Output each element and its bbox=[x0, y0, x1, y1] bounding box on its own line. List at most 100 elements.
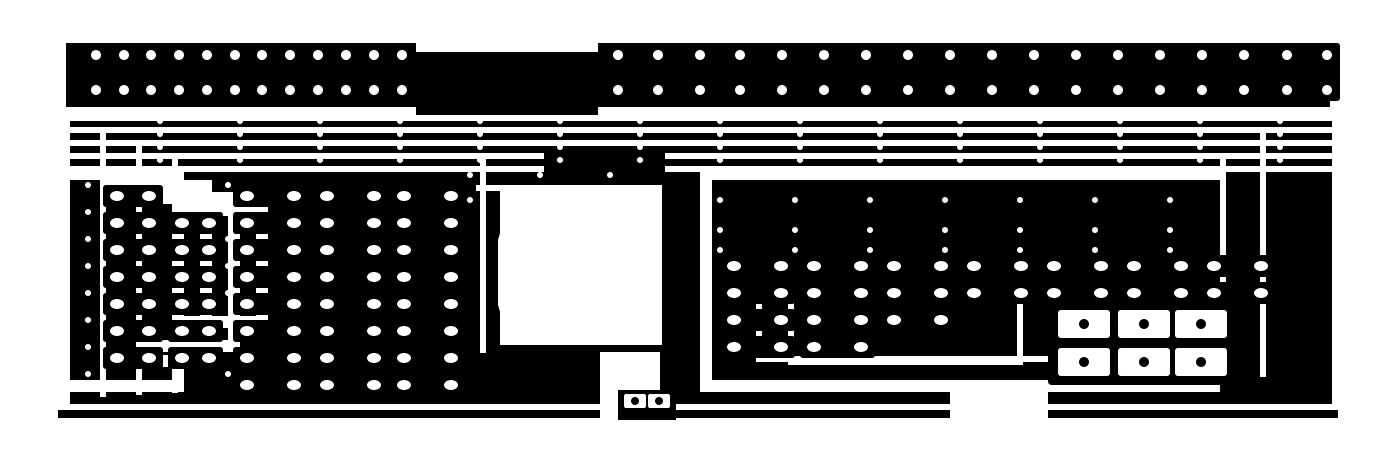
Circle shape bbox=[819, 85, 828, 95]
FancyBboxPatch shape bbox=[103, 212, 162, 234]
Ellipse shape bbox=[175, 245, 189, 255]
Ellipse shape bbox=[367, 380, 381, 390]
Ellipse shape bbox=[288, 326, 301, 336]
Ellipse shape bbox=[398, 299, 411, 309]
Circle shape bbox=[1071, 50, 1082, 60]
Circle shape bbox=[226, 344, 231, 350]
Bar bbox=[58, 35, 416, 43]
Circle shape bbox=[632, 397, 638, 405]
Circle shape bbox=[557, 144, 563, 150]
Circle shape bbox=[637, 144, 643, 150]
Circle shape bbox=[157, 118, 162, 124]
Ellipse shape bbox=[239, 272, 255, 282]
FancyBboxPatch shape bbox=[168, 239, 223, 261]
Circle shape bbox=[157, 157, 162, 163]
Bar bbox=[58, 115, 65, 410]
Ellipse shape bbox=[806, 315, 821, 325]
Circle shape bbox=[1322, 50, 1332, 60]
FancyBboxPatch shape bbox=[1175, 348, 1227, 376]
Circle shape bbox=[202, 85, 212, 95]
Circle shape bbox=[793, 197, 798, 203]
Circle shape bbox=[1277, 131, 1282, 137]
Ellipse shape bbox=[854, 288, 868, 298]
Circle shape bbox=[237, 157, 244, 163]
Circle shape bbox=[537, 172, 544, 178]
FancyBboxPatch shape bbox=[1232, 43, 1258, 101]
FancyBboxPatch shape bbox=[103, 320, 162, 342]
Circle shape bbox=[1017, 247, 1022, 253]
Ellipse shape bbox=[934, 315, 948, 325]
Ellipse shape bbox=[1174, 288, 1187, 298]
FancyBboxPatch shape bbox=[139, 43, 162, 101]
Circle shape bbox=[91, 50, 100, 60]
Circle shape bbox=[867, 227, 872, 233]
Circle shape bbox=[85, 344, 91, 350]
Circle shape bbox=[1197, 118, 1203, 124]
Ellipse shape bbox=[367, 272, 381, 282]
Bar bbox=[65, 166, 544, 172]
FancyBboxPatch shape bbox=[389, 293, 465, 315]
Circle shape bbox=[173, 50, 184, 60]
FancyBboxPatch shape bbox=[1200, 282, 1276, 304]
FancyBboxPatch shape bbox=[103, 239, 162, 261]
Circle shape bbox=[867, 247, 872, 253]
Ellipse shape bbox=[142, 218, 155, 228]
FancyBboxPatch shape bbox=[312, 239, 388, 261]
Circle shape bbox=[1117, 157, 1123, 163]
FancyBboxPatch shape bbox=[168, 320, 223, 342]
FancyBboxPatch shape bbox=[111, 43, 136, 101]
Ellipse shape bbox=[321, 326, 334, 336]
FancyBboxPatch shape bbox=[720, 309, 795, 331]
Circle shape bbox=[1197, 144, 1203, 150]
Circle shape bbox=[797, 144, 804, 150]
Bar bbox=[665, 153, 1333, 159]
Circle shape bbox=[1139, 357, 1149, 367]
Ellipse shape bbox=[806, 261, 821, 271]
Circle shape bbox=[867, 197, 872, 203]
FancyBboxPatch shape bbox=[389, 374, 465, 396]
Circle shape bbox=[1079, 357, 1088, 367]
Circle shape bbox=[717, 247, 722, 253]
Circle shape bbox=[157, 131, 162, 137]
Bar bbox=[1331, 35, 1337, 115]
Bar bbox=[599, 35, 1337, 43]
Circle shape bbox=[607, 197, 612, 203]
FancyBboxPatch shape bbox=[1120, 282, 1194, 304]
Circle shape bbox=[903, 85, 914, 95]
FancyBboxPatch shape bbox=[312, 266, 388, 288]
Circle shape bbox=[1154, 50, 1165, 60]
FancyBboxPatch shape bbox=[1120, 255, 1194, 277]
Bar bbox=[1221, 153, 1226, 353]
Circle shape bbox=[537, 197, 544, 203]
Polygon shape bbox=[499, 185, 662, 345]
Circle shape bbox=[717, 227, 722, 233]
Circle shape bbox=[312, 50, 323, 60]
Circle shape bbox=[316, 157, 323, 163]
Circle shape bbox=[316, 144, 323, 150]
Circle shape bbox=[717, 144, 722, 150]
Polygon shape bbox=[700, 380, 1221, 392]
FancyBboxPatch shape bbox=[233, 212, 308, 234]
FancyBboxPatch shape bbox=[233, 347, 308, 369]
Circle shape bbox=[230, 50, 239, 60]
Polygon shape bbox=[65, 168, 178, 180]
Circle shape bbox=[903, 50, 914, 60]
Circle shape bbox=[477, 144, 483, 150]
Polygon shape bbox=[100, 180, 211, 192]
Ellipse shape bbox=[321, 299, 334, 309]
Ellipse shape bbox=[444, 299, 458, 309]
Circle shape bbox=[797, 118, 804, 124]
Circle shape bbox=[230, 85, 239, 95]
FancyBboxPatch shape bbox=[389, 185, 465, 207]
Circle shape bbox=[398, 118, 403, 124]
Ellipse shape bbox=[367, 299, 381, 309]
FancyBboxPatch shape bbox=[223, 43, 248, 101]
Circle shape bbox=[1038, 118, 1043, 124]
Ellipse shape bbox=[110, 191, 124, 201]
Ellipse shape bbox=[398, 191, 411, 201]
Circle shape bbox=[793, 247, 798, 253]
FancyBboxPatch shape bbox=[1058, 310, 1110, 338]
Circle shape bbox=[1167, 227, 1172, 233]
Circle shape bbox=[956, 118, 963, 124]
Circle shape bbox=[1277, 157, 1282, 163]
